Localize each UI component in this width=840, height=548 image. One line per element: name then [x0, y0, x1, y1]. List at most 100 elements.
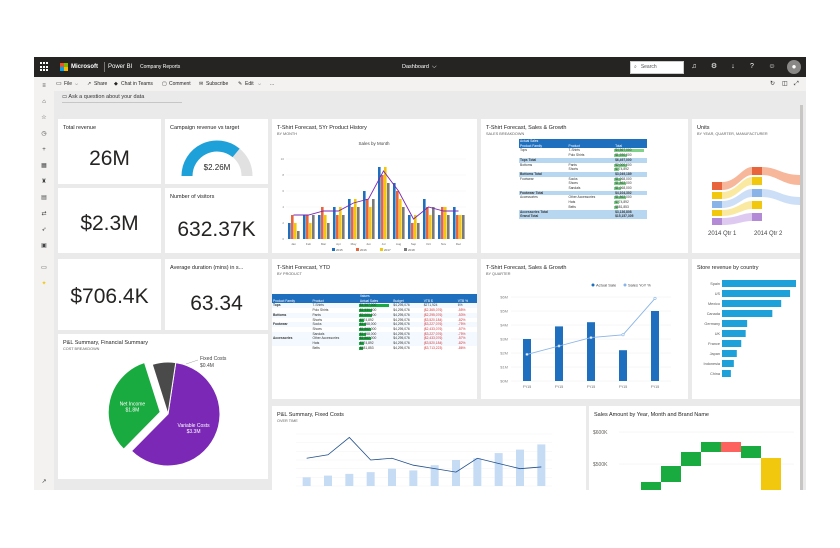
search-box[interactable]: ⌕ Search — [630, 61, 684, 74]
download-icon[interactable]: ↓ — [731, 63, 735, 70]
cell: $4,295,076 — [393, 341, 410, 346]
y-tick-label: 8 — [282, 173, 284, 177]
trophy-icon[interactable]: ♜ — [41, 179, 47, 185]
plus-icon[interactable]: + — [42, 147, 46, 153]
bar — [555, 326, 563, 381]
column-header[interactable]: Total — [614, 143, 647, 149]
file-menu[interactable]: File — [64, 81, 73, 87]
visual-icon[interactable]: ◫ — [782, 81, 788, 87]
cell: $4,295,076 — [393, 322, 410, 327]
tile-tshirt-ytd[interactable]: T-Shirt Forecast, YTD BY PRODUCT Values P… — [272, 259, 477, 399]
tile-sales-growth-quarter[interactable]: T-Shirt Forecast, Sales & Growth BY QUAR… — [481, 259, 688, 399]
expand-icon[interactable]: ↗ — [41, 479, 47, 485]
app-launcher-icon[interactable] — [40, 62, 50, 72]
workspaces-icon[interactable]: ▤ — [41, 195, 47, 201]
left-nav — [34, 77, 54, 490]
bar — [619, 350, 627, 381]
tile-units[interactable]: Units BY YEAR, QUARTER, MANUFACTURER 201… — [692, 119, 800, 253]
tile-sales-growth-matrix[interactable]: T-Shirt Forecast, Sales & Growth SALES B… — [481, 119, 688, 253]
dashboard-scrollbar[interactable] — [800, 105, 803, 490]
cell: ($3,227,076) — [423, 322, 443, 327]
monitor-icon[interactable]: ▭ — [41, 265, 47, 271]
column-header[interactable]: Product Family — [519, 143, 568, 149]
cell: -75% — [457, 322, 466, 327]
tile-pl-fixed-costs[interactable]: P&L Summary, Fixed Costs OVER TIME — [272, 406, 586, 490]
product-label[interactable]: Power BI — [108, 64, 133, 70]
legend-marker — [623, 283, 627, 287]
share-icon[interactable]: ⇄ — [41, 211, 47, 217]
avatar[interactable]: ● — [787, 60, 801, 74]
tile-subtitle: BY PRODUCT — [277, 272, 302, 276]
qa-input[interactable]: ▭ Ask a question about your data — [62, 93, 144, 102]
settings-icon[interactable]: ⚙ — [710, 63, 718, 70]
bar — [366, 472, 375, 486]
y-tick-label: Mexico — [708, 302, 720, 306]
ribbon-flow — [762, 167, 800, 185]
lightbulb-icon[interactable]: ✦ — [41, 281, 47, 287]
units-ribbon-chart: 2014 Qtr 1 2014 Qtr 2 — [708, 167, 800, 237]
ribbon-block — [712, 182, 722, 190]
tile-store-revenue[interactable]: Store revenue by country Spain US Mexico Ca… — [692, 259, 800, 399]
bar — [321, 207, 324, 239]
cell: $271,924 — [423, 303, 438, 308]
refresh-icon[interactable]: ↻ — [770, 81, 776, 87]
tile-duration[interactable]: Average duration (mins) in s... 63.34 — [165, 259, 268, 330]
bar — [453, 207, 456, 239]
dashboard-title[interactable]: Dashboard — [402, 64, 429, 70]
chevron-down-icon[interactable]: ⌵ — [432, 64, 437, 70]
ribbon-flow — [722, 189, 752, 208]
column-header[interactable]: Actual Sales — [358, 298, 393, 304]
notifications-icon[interactable]: ♫ — [691, 63, 697, 70]
data-bar — [614, 168, 620, 172]
column-header[interactable]: Budget — [392, 298, 423, 304]
y-tick-label: US — [715, 292, 721, 296]
column-header[interactable]: Product — [311, 298, 359, 304]
edit-button[interactable]: Edit — [245, 81, 254, 87]
tile-sales-brand[interactable]: Sales Amount by Year, Month and Brand Na… — [589, 406, 800, 490]
tile-campaign-revenue[interactable]: Campaign revenue vs target $2.26M — [165, 119, 268, 184]
tile-visitors[interactable]: Number of visitors 632.37K — [165, 188, 268, 253]
tile-revenue-3[interactable]: $706.4K — [58, 259, 161, 330]
cell — [567, 209, 615, 215]
table-row: Sandals $1,068,000 — [519, 186, 647, 191]
tile-tshirt-5yr[interactable]: T-Shirt Forecast, 5Yr Product History BY… — [272, 119, 477, 253]
cost-breakdown-pie: Variable Costs$3.3M Net Income$1.8M Fixed … — [107, 356, 227, 467]
y-tick-label: 10 — [281, 157, 285, 161]
bar — [333, 207, 336, 239]
tile-total-revenue[interactable]: Total revenue 26M — [58, 119, 161, 184]
tile-revenue-2[interactable]: $2.3M — [58, 188, 161, 253]
subscribe-button[interactable]: Subscribe — [206, 81, 229, 87]
home-icon[interactable]: ⌂ — [42, 99, 46, 105]
data-bar — [614, 187, 622, 191]
hamburger-icon[interactable]: ≡ — [42, 83, 46, 89]
apps-icon[interactable]: ▦ — [41, 163, 47, 169]
store-revenue-chart: Spain US Mexico Canada Germany UK France Japan I… — [704, 280, 796, 377]
column-header[interactable]: VTB $ — [422, 298, 457, 304]
bar — [722, 350, 737, 357]
chat-in-teams-button[interactable]: Chat in Teams — [121, 81, 153, 87]
star-icon[interactable]: ☆ — [41, 115, 47, 121]
tile-pl-summary[interactable]: P&L Summary, Financial Summary COST BREA… — [58, 334, 268, 479]
rocket-icon[interactable]: ➶ — [41, 227, 47, 233]
column-header[interactable]: VTB % — [456, 298, 477, 304]
column-header[interactable]: Product — [567, 143, 615, 149]
cell: Belts — [568, 204, 576, 209]
more-options-button[interactable]: ... — [270, 81, 275, 87]
clock-icon[interactable]: ◷ — [41, 131, 47, 137]
feedback-icon[interactable]: ☺ — [768, 63, 776, 70]
fixed-costs-chart — [296, 433, 552, 487]
tile-title: T-Shirt Forecast, Sales & Growth — [486, 265, 567, 271]
workspace-label[interactable]: Company Reports — [140, 64, 181, 70]
cell: ($3,713,223) — [423, 345, 443, 350]
fullscreen-icon[interactable]: ⤢ — [794, 81, 799, 87]
bar — [302, 477, 311, 486]
book-icon[interactable]: ▣ — [41, 243, 47, 249]
cell: ($3,227,076) — [423, 331, 443, 336]
share-button[interactable]: Share — [94, 81, 108, 87]
bar — [324, 475, 332, 486]
column-header[interactable]: Product Family — [272, 298, 312, 304]
comment-button[interactable]: Comment — [169, 81, 191, 87]
bar — [722, 310, 773, 317]
tile-subtitle: OVER TIME — [277, 419, 298, 423]
help-icon[interactable]: ? — [750, 63, 754, 70]
